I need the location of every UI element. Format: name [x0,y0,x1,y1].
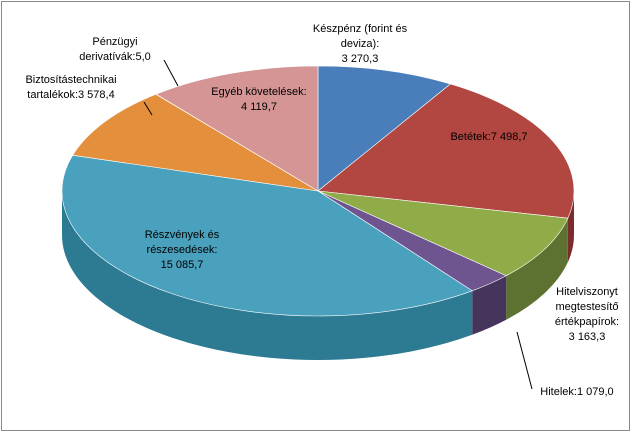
side-wall-4 [62,191,473,360]
side-wall-2 [506,218,568,320]
slice-biztos-t-stechnikai-tartal-kok [72,93,319,192]
data-label-line: 4 119,7 [241,101,277,113]
data-label-line: Részvények és [145,229,220,241]
data-label-3: Hitelek:1 079,0 [540,386,613,398]
data-label-line: deviza): [341,38,380,50]
pie-top-slices [61,65,575,317]
leader-line-3 [516,331,533,390]
data-label-7: Egyéb követelések: 4 119,7 [211,86,306,113]
data-label-4: Részvények és részesedések: 15 085,7 [145,229,220,271]
slice-r-szv-nyek-s-r-szesed-sek [61,154,473,317]
data-label-5: Biztosítástechnikai tartalékok:3 578,4 [25,74,116,101]
data-label-line: Készpénz (forint és [313,23,408,35]
leader-line-6 [163,59,179,87]
side-wall-1 [567,191,574,263]
data-label-line: 3 163,3 [569,331,606,343]
data-label-line: 15 085,7 [161,259,204,271]
data-label-line: megtestesítő [556,301,619,313]
data-label-0: Készpénz (forint és deviza): 3 270,3 [313,23,408,65]
data-label-line: Biztosítástechnikai [25,74,116,86]
slice-hitelviszonyt-megtestes-t-rt-kpap-rok [317,190,569,277]
slice-egy-b-k-vetel-sek [155,65,319,192]
data-label-line: értékpapírok: [555,316,619,328]
slice-bet-tek [317,83,575,219]
data-label-1: Betétek:7 498,7 [450,131,527,143]
data-label-2: Hitelviszonyt megtestesítő értékpapírok: 3 … [555,286,619,343]
data-label-line: részesedések: [147,244,218,256]
leader-line-5 [143,101,153,116]
leader-lines [143,59,533,390]
data-label-line: Hitelviszonyt [556,286,618,298]
data-label-line: tartalékok:3 578,4 [27,89,114,101]
data-label-line: Hitelek:1 079,0 [540,386,613,398]
pie-side-walls [62,191,574,360]
data-labels: Készpénz (forint és deviza): 3 270,3 Betéte… [25,23,619,398]
data-label-line: Betétek:7 498,7 [450,131,527,143]
data-label-line: Pénzügyi [92,36,137,48]
data-label-line: derivatívák:5,0 [79,51,151,63]
data-label-6: Pénzügyi derivatívák:5,0 [79,36,151,63]
slice-k-szp-nz-forint-s-deviza- [317,65,452,192]
side-wall-3 [472,275,507,335]
data-label-line: Egyéb követelések: [211,86,306,98]
data-label-line: 3 270,3 [342,53,379,65]
